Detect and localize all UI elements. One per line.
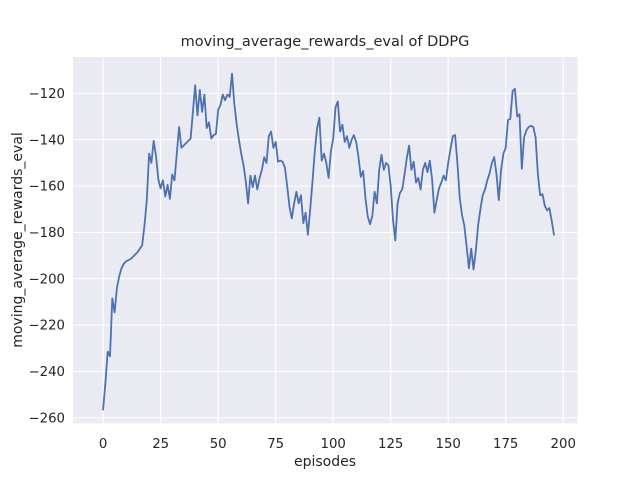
x-axis-label: episodes [294,454,356,470]
plot-area [73,57,578,424]
x-tick-label: 0 [99,437,107,452]
y-tick-label: −220 [28,319,65,334]
x-tick-label: 75 [267,437,284,452]
x-tick-label: 50 [210,437,227,452]
y-tick-label: −160 [28,180,65,195]
y-tick-label: −180 [28,226,65,241]
x-tick-label: 175 [493,437,518,452]
x-tick-label: 125 [378,437,403,452]
x-tick-label: 25 [152,437,169,452]
reward-line [102,72,555,411]
y-tick-label: −140 [28,133,65,148]
y-axis-label: moving_average_rewards_eval [10,132,26,348]
x-tick-label: 200 [551,437,576,452]
y-tick-label: −120 [28,87,65,102]
line-layer [102,72,555,411]
y-tick-labels: −120 −140 −160 −180 −200 −220 −240 −260 [28,87,65,426]
y-tick-label: −200 [28,272,65,287]
x-tick-label: 150 [436,437,461,452]
y-tick-label: −260 [28,411,65,426]
y-tick-label: −240 [28,365,65,380]
x-tick-labels: 0 25 50 75 100 125 150 175 200 [99,437,576,452]
grid-layer [73,57,578,424]
x-tick-label: 100 [320,437,345,452]
chart-title: moving_average_rewards_eval of DDPG [181,34,470,50]
